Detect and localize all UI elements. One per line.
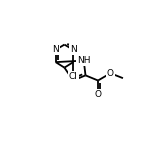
- Text: O: O: [95, 90, 102, 99]
- Text: N: N: [70, 45, 77, 54]
- Text: NH: NH: [77, 56, 90, 65]
- Text: N: N: [52, 45, 59, 54]
- Text: Cl: Cl: [69, 72, 78, 81]
- Text: O: O: [107, 69, 114, 78]
